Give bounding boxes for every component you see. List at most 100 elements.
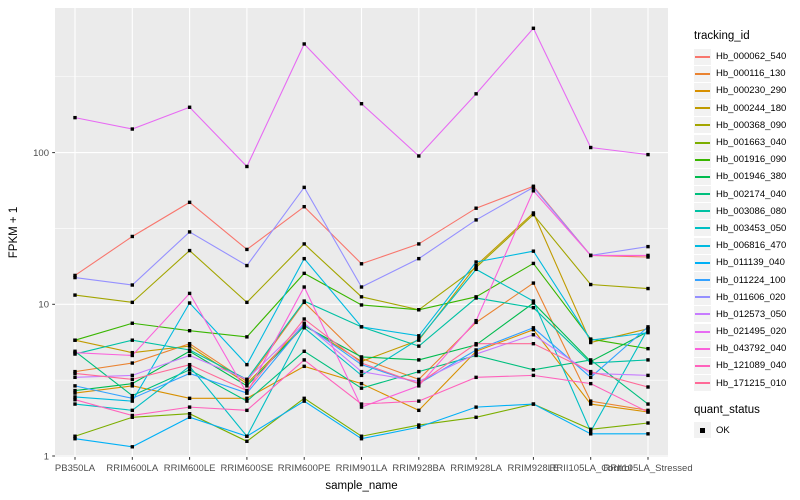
- data-point-marker: [302, 256, 306, 261]
- data-point-marker: [302, 364, 306, 369]
- legend-key-swatch: [694, 357, 711, 374]
- data-point-marker: [187, 415, 192, 419]
- data-point-marker: [474, 267, 478, 272]
- data-point-marker: [417, 384, 421, 388]
- legend-line-icon: [695, 261, 710, 264]
- legend-entry-Hb_006816_470: Hb_006816_470: [694, 237, 798, 254]
- x-tick-label: RRIM928LE: [508, 463, 560, 474]
- legend-key-swatch: [694, 237, 711, 254]
- data-point-marker: [130, 413, 134, 418]
- data-point-marker: [474, 415, 478, 419]
- legend-entry-label: Hb_043792_040: [716, 343, 787, 355]
- data-point-marker: [187, 248, 192, 253]
- data-point-marker: [130, 300, 134, 305]
- data-point-marker: [187, 230, 192, 234]
- data-point-marker: [589, 432, 593, 436]
- legend-line-icon: [695, 347, 710, 350]
- data-point-marker: [73, 293, 77, 297]
- legend-key-swatch: [694, 65, 711, 82]
- data-point-marker: [589, 338, 593, 342]
- data-point-marker: [531, 26, 536, 30]
- data-point-marker: [130, 377, 134, 382]
- legend-entry-label: Hb_000116_130: [716, 68, 786, 80]
- y-tick-label: 10: [38, 300, 49, 311]
- data-point-marker: [245, 300, 249, 305]
- data-point-marker: [130, 384, 134, 388]
- data-point-marker: [302, 358, 306, 362]
- black-square-marker-icon: [700, 428, 705, 433]
- legend-entry-label: Hb_012573_050: [716, 308, 787, 320]
- legend-key-swatch: [694, 151, 711, 168]
- x-tick-label: RRIM600PE: [278, 463, 331, 474]
- legend-key-swatch: [694, 289, 711, 306]
- data-point-marker: [73, 434, 77, 438]
- data-point-marker: [417, 408, 421, 413]
- data-point-marker: [359, 405, 364, 409]
- legend-entry-label: Hb_171215_010: [716, 377, 787, 389]
- data-point-marker: [417, 423, 421, 427]
- legend-key-swatch: [694, 186, 711, 203]
- data-point-marker: [417, 379, 421, 384]
- data-point-marker: [474, 260, 478, 264]
- data-point-marker: [646, 402, 650, 406]
- data-point-marker: [531, 373, 536, 378]
- data-point-marker: [73, 402, 77, 406]
- data-point-marker: [302, 242, 306, 246]
- data-point-marker: [646, 327, 650, 331]
- legend-entry-ok: OK: [694, 422, 798, 439]
- legend-entry-Hb_021495_020: Hb_021495_020: [694, 323, 798, 340]
- data-point-marker: [646, 346, 650, 351]
- legend-key-swatch: [694, 323, 711, 340]
- data-point-marker: [130, 361, 134, 365]
- data-point-marker: [130, 350, 134, 355]
- legend-entry-label: Hb_001663_040: [716, 137, 787, 149]
- legend-line-icon: [695, 244, 710, 247]
- data-point-marker: [73, 273, 77, 278]
- legend-line-icon: [695, 158, 710, 161]
- data-point-marker: [187, 348, 192, 352]
- data-point-marker: [245, 335, 249, 339]
- data-point-marker: [187, 396, 192, 401]
- data-point-marker: [359, 102, 364, 106]
- legend-entry-label: Hb_000062_540: [716, 51, 787, 63]
- data-point-marker: [417, 344, 421, 348]
- legend-entry-Hb_011606_020: Hb_011606_020: [694, 289, 798, 306]
- data-point-marker: [245, 263, 249, 268]
- legend-entry-Hb_011139_040: Hb_011139_040: [694, 254, 798, 271]
- data-point-marker: [130, 408, 134, 413]
- data-point-marker: [359, 402, 364, 406]
- legend-line-icon: [695, 72, 710, 75]
- data-point-marker: [531, 328, 536, 332]
- data-point-marker: [474, 341, 478, 346]
- data-point-marker: [187, 371, 192, 376]
- data-point-marker: [531, 281, 536, 285]
- data-point-marker: [359, 369, 364, 374]
- legend-key-swatch: [694, 82, 711, 99]
- data-point-marker: [531, 326, 536, 330]
- data-point-marker: [359, 437, 364, 441]
- data-point-marker: [589, 381, 593, 386]
- data-point-marker: [589, 358, 593, 362]
- legend-key-swatch: [694, 117, 711, 134]
- data-point-marker: [417, 154, 421, 158]
- data-point-marker: [130, 396, 134, 401]
- legend-entry-label: Hb_003453_050: [716, 222, 787, 234]
- data-point-marker: [73, 388, 77, 393]
- data-point-marker: [73, 350, 77, 355]
- legend-entry-Hb_001916_090: Hb_001916_090: [694, 151, 798, 168]
- legend-key-swatch: [694, 168, 711, 185]
- legend-entry-label: Hb_011139_040: [716, 257, 785, 269]
- legend-line-icon: [695, 382, 710, 385]
- legend-entry-Hb_002174_040: Hb_002174_040: [694, 186, 798, 203]
- data-point-marker: [531, 261, 536, 266]
- ok-point-swatch: [694, 422, 711, 439]
- legend-entry-label: Hb_021495_020: [716, 326, 787, 338]
- legend-title-tracking-id: tracking_id: [694, 30, 750, 42]
- data-point-marker: [589, 402, 593, 406]
- data-point-marker: [474, 405, 478, 409]
- data-point-marker: [302, 349, 306, 353]
- data-point-marker: [359, 325, 364, 329]
- data-point-marker: [531, 189, 536, 193]
- data-point-marker: [187, 105, 192, 109]
